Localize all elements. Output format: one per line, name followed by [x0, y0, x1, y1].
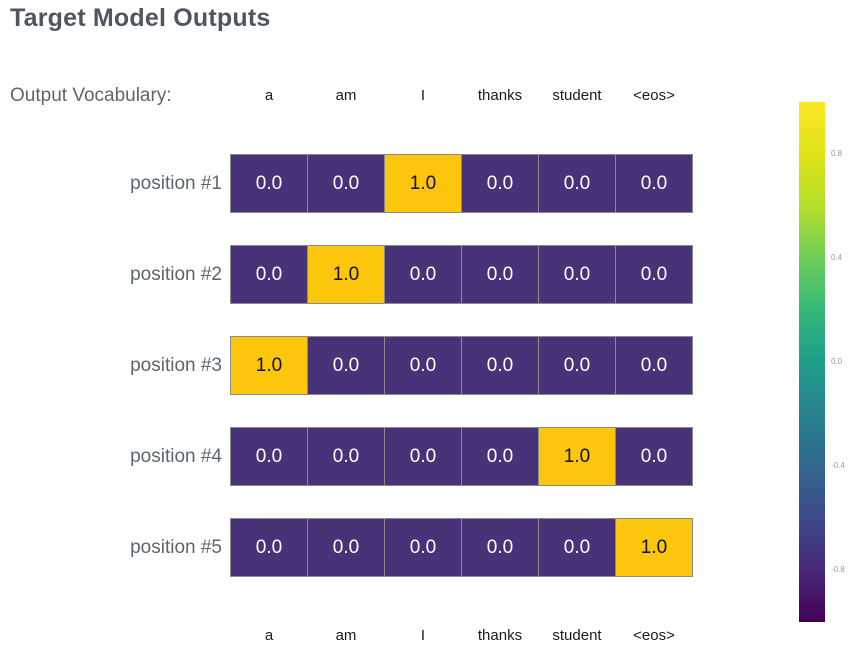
vocab-token: student — [552, 87, 602, 104]
heatmap-cell: 1.0 — [616, 519, 692, 576]
vocab-token: am — [335, 87, 357, 104]
heatmap-cell: 0.0 — [539, 155, 615, 212]
colorbar-tick-label: 0.4 — [831, 253, 843, 262]
heatmap-row: position #2 0.0 1.0 0.0 0.0 0.0 0.0 — [0, 245, 858, 304]
vocab-token: I — [420, 87, 426, 104]
colorbar-tick-label: -0.8 — [831, 565, 845, 574]
colorbar-tick-label: 0.8 — [831, 149, 843, 158]
colorbar: 0.8 0.4 0.0 -0.4 -0.8 — [799, 102, 858, 622]
heatmap-cell: 0.0 — [462, 428, 538, 485]
heatmap-cell: 0.0 — [616, 246, 692, 303]
heatmap-row: position #4 0.0 0.0 0.0 0.0 1.0 0.0 — [0, 427, 858, 486]
vocab-token: student — [552, 627, 602, 644]
vocab-token: <eos> — [633, 87, 675, 104]
figure-title: Target Model Outputs — [10, 4, 271, 32]
heatmap-cell: 0.0 — [308, 155, 384, 212]
heatmap-cell: 0.0 — [385, 428, 461, 485]
row-label: position #2 — [130, 264, 222, 285]
heatmap-row-cells: 0.0 0.0 1.0 0.0 0.0 0.0 — [230, 154, 693, 213]
heatmap-cell: 0.0 — [539, 246, 615, 303]
heatmap-cell: 0.0 — [616, 337, 692, 394]
row-label: position #3 — [130, 355, 222, 376]
heatmap-row-cells: 1.0 0.0 0.0 0.0 0.0 0.0 — [230, 336, 693, 395]
row-label: position #4 — [130, 446, 222, 467]
vocab-token: a — [264, 627, 274, 644]
heatmap-cell: 0.0 — [308, 428, 384, 485]
heatmap-cell: 0.0 — [385, 519, 461, 576]
heatmap-cell: 0.0 — [231, 519, 307, 576]
heatmap-row: position #3 1.0 0.0 0.0 0.0 0.0 0.0 — [0, 336, 858, 395]
heatmap-cell: 0.0 — [231, 246, 307, 303]
heatmap-cell: 0.0 — [231, 155, 307, 212]
heatmap-cell: 0.0 — [462, 246, 538, 303]
colorbar-tick-label: -0.4 — [831, 461, 845, 470]
heatmap-cell: 0.0 — [539, 519, 615, 576]
heatmap-cell: 1.0 — [385, 155, 461, 212]
heatmap-row-cells: 0.0 0.0 0.0 0.0 0.0 1.0 — [230, 518, 693, 577]
vocab-token: thanks — [477, 627, 523, 644]
colorbar-gradient — [799, 102, 825, 622]
heatmap-cell: 1.0 — [231, 337, 307, 394]
output-vocabulary-label: Output Vocabulary: — [10, 85, 172, 106]
heatmap-row: position #1 0.0 0.0 1.0 0.0 0.0 0.0 — [0, 154, 858, 213]
vocab-token: I — [420, 627, 426, 644]
vocab-token: <eos> — [633, 627, 675, 644]
heatmap-cell: 0.0 — [462, 337, 538, 394]
heatmap-cell: 0.0 — [616, 155, 692, 212]
heatmap-cell: 1.0 — [308, 246, 384, 303]
heatmap-cell: 0.0 — [385, 337, 461, 394]
row-label: position #5 — [130, 537, 222, 558]
heatmap-row-cells: 0.0 1.0 0.0 0.0 0.0 0.0 — [230, 245, 693, 304]
heatmap-cell: 1.0 — [539, 428, 615, 485]
vocab-token: thanks — [477, 87, 523, 104]
vocab-token: a — [264, 87, 274, 104]
heatmap-cell: 0.0 — [385, 246, 461, 303]
heatmap-row-cells: 0.0 0.0 0.0 0.0 1.0 0.0 — [230, 427, 693, 486]
row-label: position #1 — [130, 173, 222, 194]
heatmap-row: position #5 0.0 0.0 0.0 0.0 0.0 1.0 — [0, 518, 858, 577]
heatmap-cell: 0.0 — [462, 155, 538, 212]
heatmap-cell: 0.0 — [308, 519, 384, 576]
heatmap-cell: 0.0 — [462, 519, 538, 576]
heatmap-cell: 0.0 — [231, 428, 307, 485]
heatmap-cell: 0.0 — [308, 337, 384, 394]
heatmap-cell: 0.0 — [616, 428, 692, 485]
colorbar-tick-label: 0.0 — [831, 357, 843, 366]
heatmap-cell: 0.0 — [539, 337, 615, 394]
vocab-token: am — [335, 627, 357, 644]
